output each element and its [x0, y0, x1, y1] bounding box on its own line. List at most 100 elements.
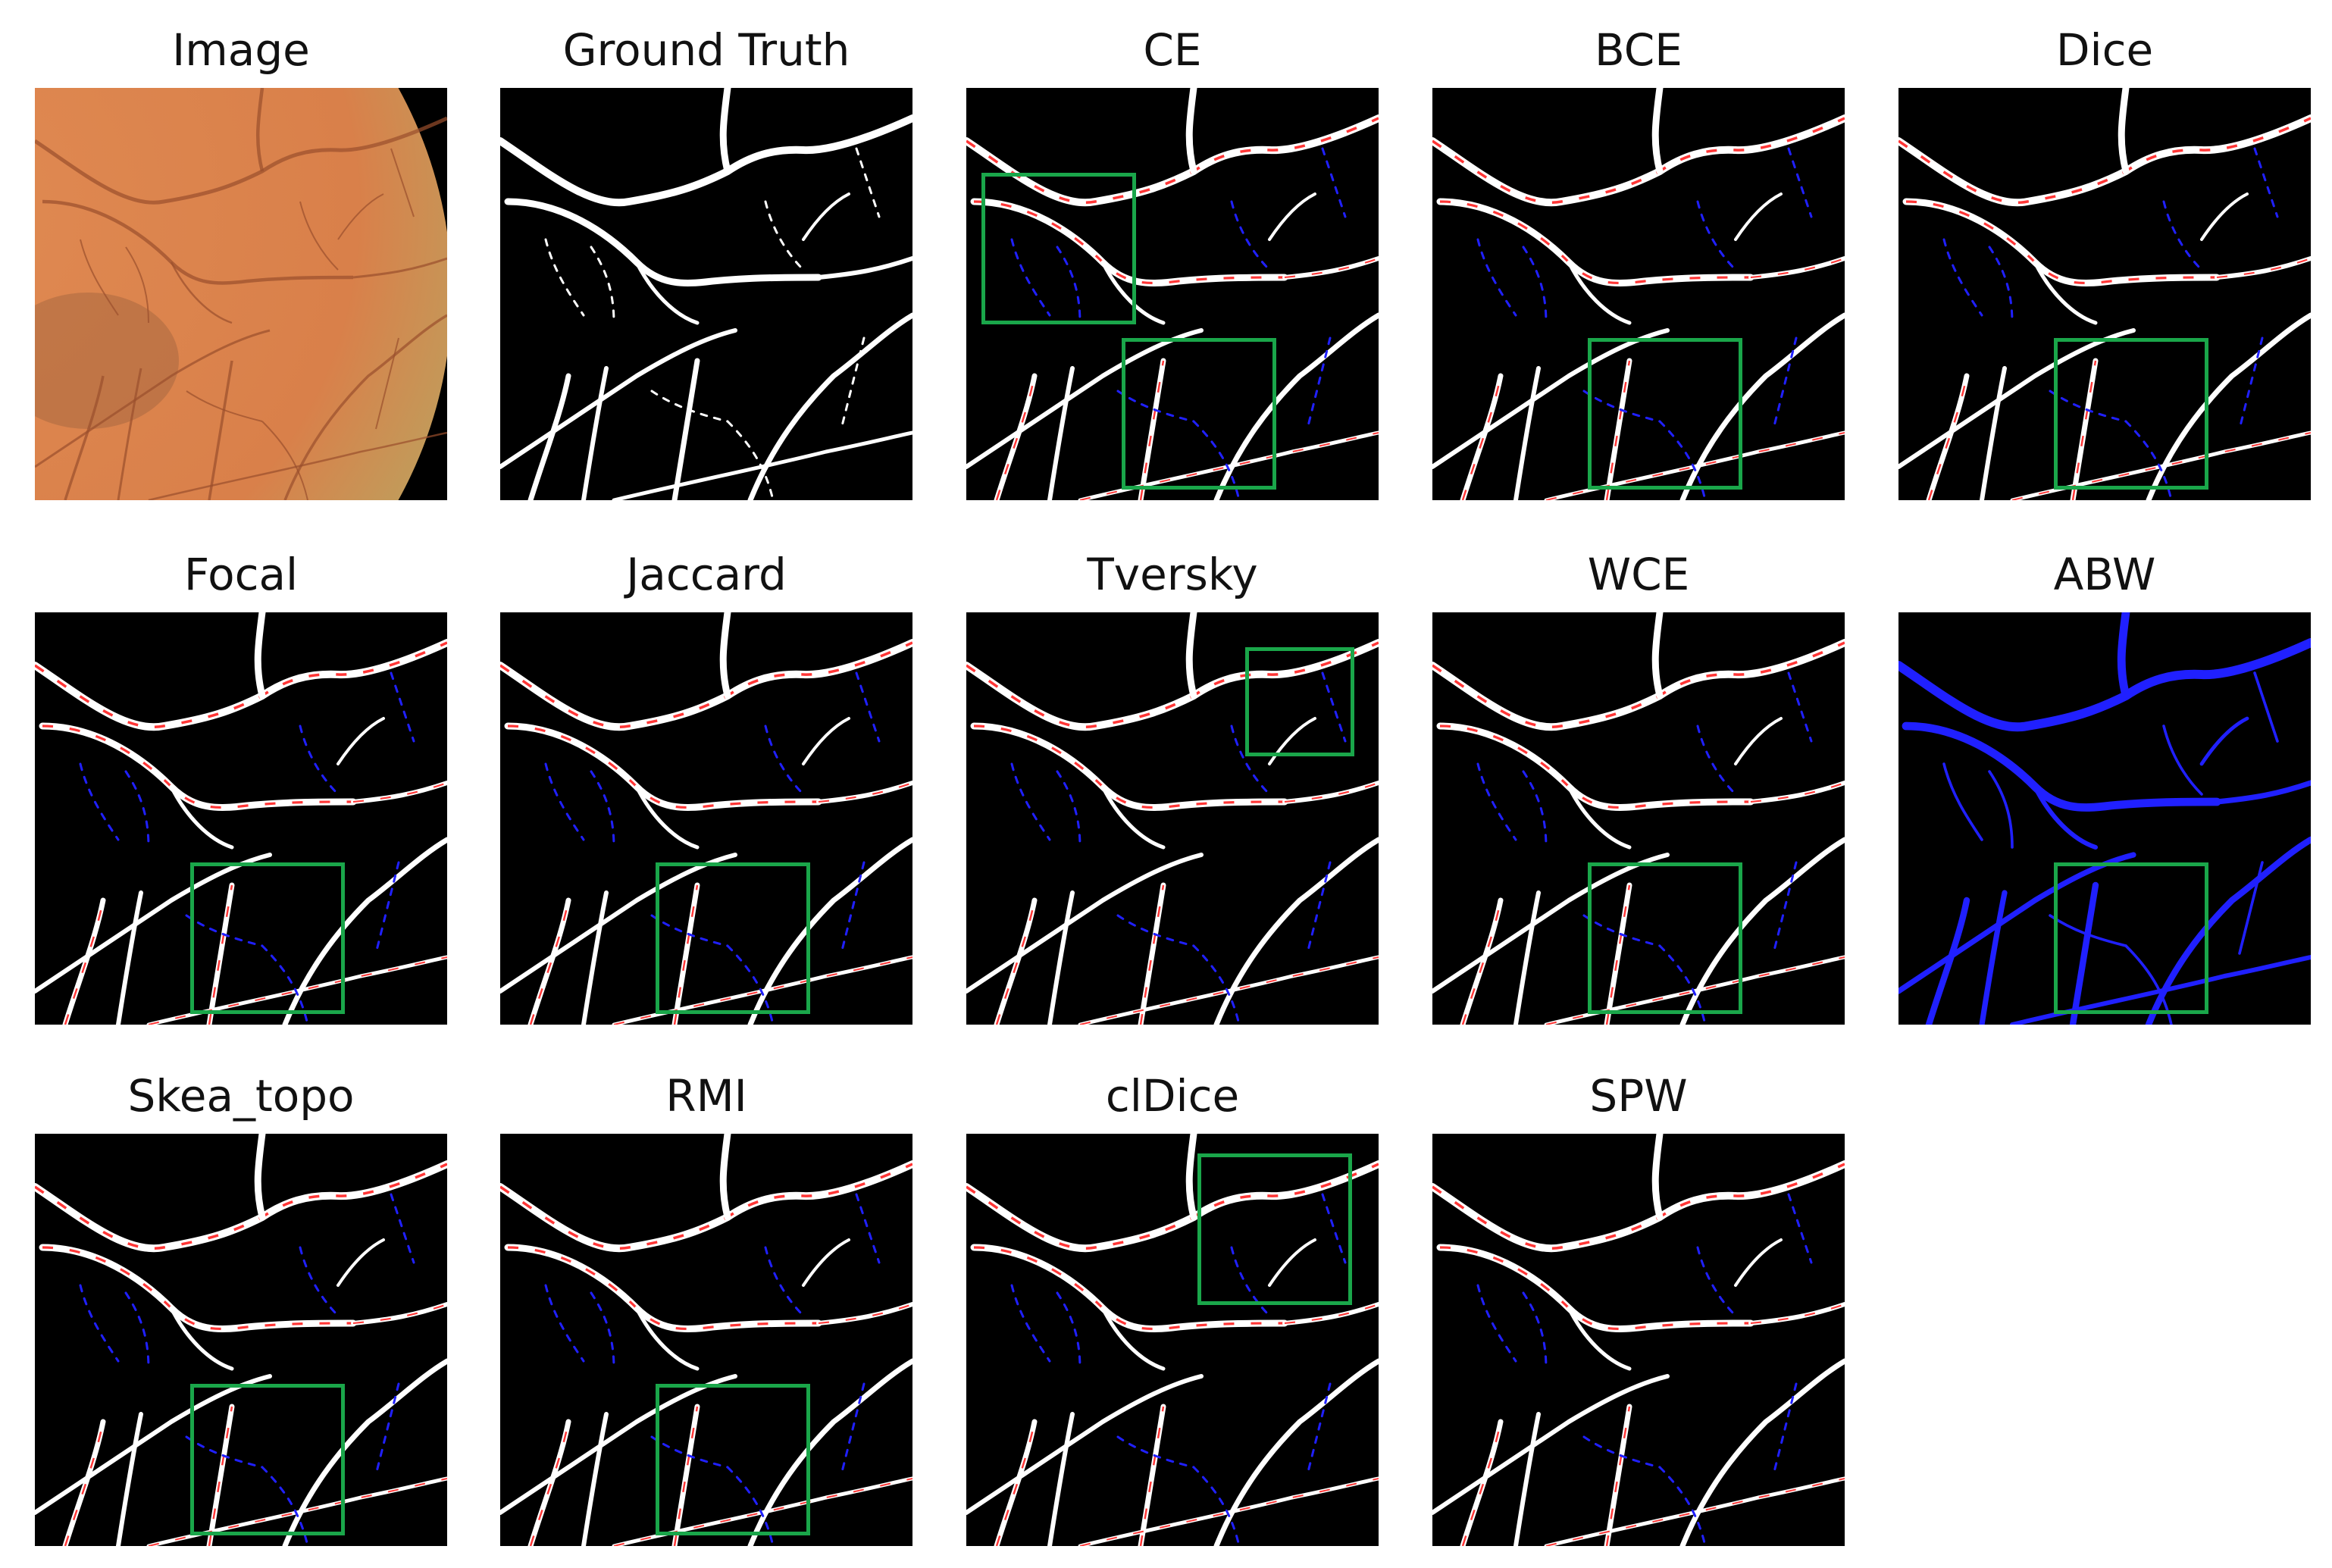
vessel-segment: [1679, 1358, 1845, 1546]
vessel-segment: [855, 147, 881, 218]
vessel-segment: [2238, 861, 2264, 955]
vessel-segment: [504, 198, 822, 286]
vessel-segment: [1432, 1374, 1670, 1515]
vessel-segment: [2146, 312, 2311, 500]
vessel-segment: [2145, 836, 2311, 1025]
false-positive-segment: [818, 782, 912, 803]
panel-skea-topo: Skea_topo: [35, 1066, 459, 1551]
vessel-segment: [1321, 1193, 1347, 1264]
highlight-box: [2054, 338, 2208, 490]
vessel-segment: [185, 914, 264, 947]
vessel-segment: [1056, 1291, 1081, 1370]
vessel-segment: [2238, 336, 2264, 430]
vessel-segment: [1138, 882, 1166, 1025]
vessel-segment: [1213, 837, 1379, 1025]
false-positive-segment: [2216, 258, 2311, 279]
panel-title: Jaccard: [626, 549, 787, 600]
vessel-segment: [802, 1238, 850, 1287]
vessel-segment: [299, 1246, 340, 1317]
vessel-segment: [1268, 717, 1316, 765]
highlight-box: [1122, 338, 1276, 490]
false-positive-segment: [529, 900, 570, 1025]
vessel-segment: [169, 1306, 234, 1371]
panel-image: [35, 612, 447, 1025]
vessel-segment: [116, 1412, 143, 1546]
vessel-map: [35, 88, 447, 500]
vessel-map: [966, 88, 1379, 500]
vessel-segment: [1056, 246, 1081, 324]
vessel-segment: [1772, 336, 1798, 430]
false-positive-segment: [1461, 375, 1502, 500]
vessel-segment: [1567, 260, 1632, 325]
vessel-segment: [1513, 366, 1541, 500]
false-positive-segment: [1079, 1478, 1379, 1546]
vessel-segment: [802, 192, 850, 241]
vessel-segment: [966, 1374, 1204, 1515]
panel-jaccard: Jaccard: [500, 544, 925, 1029]
vessel-segment: [124, 770, 150, 849]
vessel-map: [35, 1134, 447, 1546]
vessel-segment: [124, 1291, 150, 1370]
false-positive-segment: [352, 782, 447, 803]
vessel-segment: [966, 853, 1204, 994]
vessel-segment: [79, 762, 120, 841]
vessel-segment: [1116, 914, 1195, 947]
vessel-segment: [1268, 192, 1316, 241]
vessel-segment: [544, 762, 585, 841]
vessel-segment: [1787, 147, 1813, 218]
false-positive-segment: [35, 641, 447, 728]
panel-title: clDice: [1105, 1070, 1240, 1122]
vessel-segment: [1476, 238, 1517, 317]
vessel-segment: [1522, 246, 1548, 324]
vessel-segment: [254, 612, 266, 699]
vessel-segment: [1230, 725, 1271, 796]
vessel-segment: [1980, 366, 2007, 500]
vessel-segment: [840, 1382, 866, 1476]
false-positive-segment: [1432, 117, 1845, 204]
vessel-segment: [336, 1238, 385, 1287]
vessel-segment: [1213, 1358, 1379, 1546]
vessel-segment: [2069, 881, 2099, 1025]
panel-image: [966, 88, 1379, 500]
panel-dice: Dice: [1898, 20, 2323, 505]
vessel-segment: [1116, 390, 1195, 423]
false-positive-segment: [1284, 1304, 1379, 1325]
vessel-map: [1432, 1134, 1845, 1546]
vessel-segment: [1696, 725, 1737, 796]
vessel-segment: [764, 1246, 805, 1317]
panel-image: [1898, 612, 2311, 1025]
vessel-segment: [500, 328, 737, 469]
panel-title: ABW: [2053, 549, 2156, 600]
vessel-segment: [1100, 260, 1166, 325]
vessel-segment: [671, 1404, 700, 1546]
false-positive-segment: [966, 641, 1379, 728]
vessel-segment: [1651, 612, 1664, 699]
highlight-box: [656, 1384, 810, 1535]
vessel-segment: [1567, 784, 1632, 850]
vessel-segment: [1679, 837, 1845, 1025]
vessel-segment: [1138, 358, 1166, 500]
vessel-segment: [2162, 200, 2203, 271]
vessel-segment: [2033, 784, 2098, 850]
vessel-segment: [671, 882, 700, 1025]
vessel-segment: [1734, 192, 1783, 241]
vessel-segment: [1898, 638, 2311, 732]
vessel-segment: [1010, 1284, 1051, 1363]
panel-title: CE: [1143, 24, 1202, 76]
panel-title: BCE: [1595, 24, 1682, 76]
vessel-segment: [1925, 897, 1970, 1025]
vessel-segment: [1582, 914, 1661, 947]
highlight-box: [981, 173, 1136, 324]
vessel-segment: [1100, 1306, 1166, 1371]
false-positive-segment: [500, 641, 912, 728]
false-positive-segment: [1461, 1421, 1502, 1546]
vessel-segment: [1213, 312, 1379, 500]
vessel-segment: [1230, 200, 1271, 271]
panel-image: [966, 612, 1379, 1025]
false-positive-segment: [1750, 1304, 1845, 1325]
panel-title: WCE: [1587, 549, 1690, 600]
vessel-segment: [527, 373, 571, 500]
vessel-segment: [1185, 88, 1197, 175]
false-positive-segment: [1439, 725, 1751, 809]
vessel-segment: [1651, 1134, 1664, 1221]
